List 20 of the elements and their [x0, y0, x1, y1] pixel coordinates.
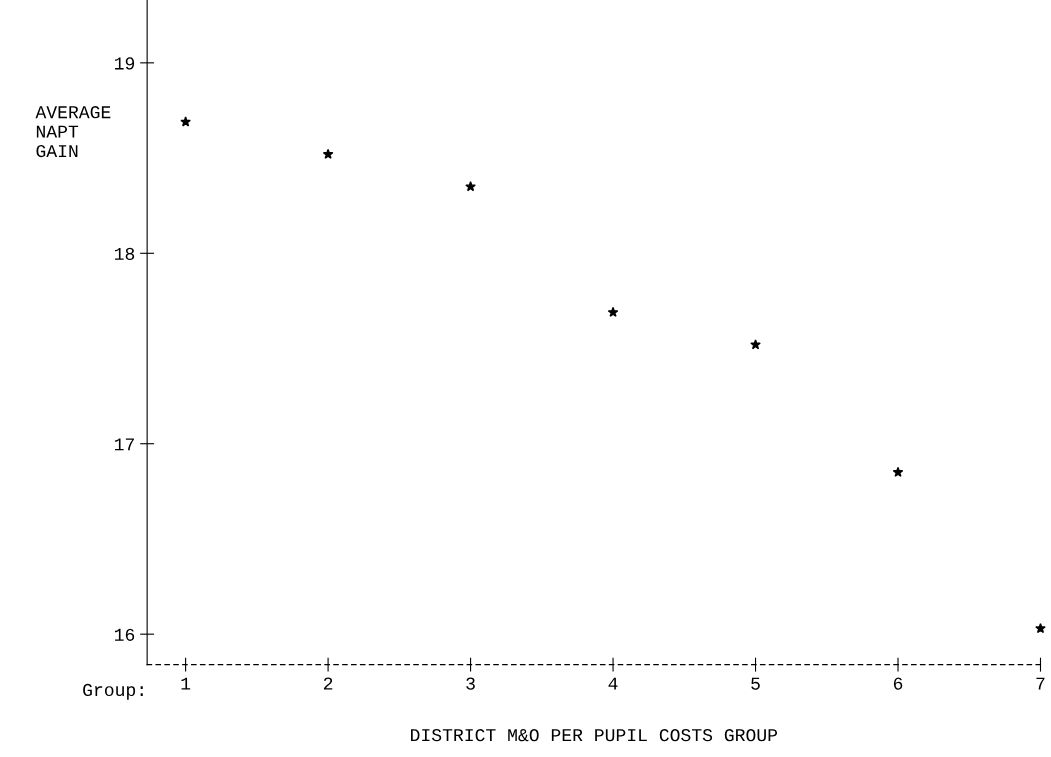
point	[322, 148, 334, 159]
y-axis-title: AVERAGE NAPT GAIN	[35, 106, 111, 158]
y-tick-label: 16	[114, 628, 135, 641]
point	[180, 116, 191, 127]
x-tick-label: 6	[893, 677, 903, 690]
y-tick-label: 19	[114, 57, 135, 70]
x-tick-label: 1	[181, 677, 191, 690]
point	[607, 306, 619, 317]
x-tick-label: 4	[608, 677, 618, 690]
x-tick-label: 3	[466, 677, 475, 690]
x-axis-title: DISTRICT M&O PER PUPIL COSTS GROUP	[411, 729, 778, 742]
text: Group:	[83, 683, 143, 700]
x-tick-label: 7	[1036, 677, 1045, 690]
y-tick-label: 17	[114, 438, 134, 451]
y-tick-label: 18	[114, 247, 135, 261]
point	[465, 181, 476, 192]
x-tick-label: 5	[751, 677, 760, 690]
x-tick-label: 2	[323, 677, 333, 690]
point	[1035, 622, 1046, 634]
point	[892, 466, 904, 477]
